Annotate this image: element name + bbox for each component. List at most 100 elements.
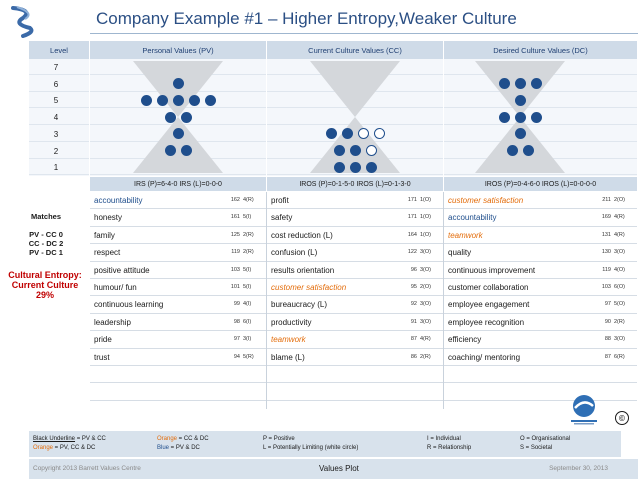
value-row: teamwork 131 4(R): [444, 227, 637, 245]
value-level-category: 4(R): [614, 231, 625, 238]
value-row: confusion (L) 122 3(O): [267, 244, 443, 262]
entropy-sublabel: Current Culture: [11, 280, 79, 290]
value-level-category: 6(I): [243, 318, 252, 325]
value-row: employee recognition 90 2(R): [444, 314, 637, 332]
value-name: results orientation: [271, 265, 335, 275]
match-pv-dc: PV - DC 1: [29, 248, 63, 257]
value-name: positive attitude: [94, 265, 150, 275]
value-level-category: 3(O): [420, 266, 431, 273]
value-row: blame (L) 86 2(R): [267, 349, 443, 366]
value-name: coaching/ mentoring: [448, 352, 521, 362]
value-row: coaching/ mentoring 87 6(R): [444, 349, 637, 366]
dc-value-dot: [498, 111, 510, 123]
pv-value-dot: [204, 94, 216, 106]
legend-orange-cc-dc: Orange = CC & DC: [157, 436, 209, 442]
value-votes: 103: [230, 266, 240, 273]
level-number: 6: [53, 79, 59, 89]
value-name: blame (L): [271, 352, 305, 362]
value-row: safety 171 1(O): [267, 209, 443, 227]
pv-hourglass: [133, 61, 223, 173]
value-level-category: 1(O): [420, 197, 431, 203]
value-row: [90, 383, 266, 401]
value-name: employee engagement: [448, 300, 530, 310]
value-row: customer satisfaction 95 2(O): [267, 279, 443, 297]
pv-value-dot: [172, 94, 184, 106]
value-votes: 87: [604, 353, 611, 360]
value-name: continuous learning: [94, 300, 164, 310]
cc-summary: IROS (P)=0-1-5-0 IROS (L)=0-1-3-0: [267, 177, 443, 191]
value-name: bureaucracy (L): [271, 300, 328, 310]
legend-societal: S = Societal: [520, 445, 553, 451]
value-row: employee engagement 97 5(O): [444, 296, 637, 314]
value-name: profit: [271, 196, 289, 205]
legend: Black Underline = PV & CC Orange = PV, C…: [29, 431, 621, 457]
value-votes: 130: [601, 249, 611, 256]
value-level-category: 3(I): [243, 336, 252, 343]
value-level-category: 2(O): [420, 283, 431, 290]
value-row: humour/ fun 101 5(I): [90, 279, 266, 297]
level-number: 3: [53, 129, 59, 139]
dc-summary: IROS (P)=0-4-6-0 IROS (L)=0-0-0-0: [444, 177, 637, 191]
dc-value-list: customer satisfaction 211 2(O) accountabili…: [444, 192, 637, 401]
entropy-value: 29%: [35, 290, 54, 300]
cc-value-dot-limiting: [357, 128, 369, 140]
value-name: efficiency: [448, 335, 482, 345]
value-level-category: 4(O): [614, 266, 625, 273]
match-pv-cc: PV - CC 0: [29, 230, 63, 239]
schulich-logo-icon: [571, 395, 597, 425]
value-level-category: 3(O): [614, 336, 625, 343]
value-row: respect 119 2(R): [90, 244, 266, 262]
list-separator: [443, 192, 444, 409]
value-name: safety: [271, 213, 293, 223]
pv-value-dot: [164, 145, 176, 156]
dc-value-dot: [530, 78, 542, 90]
value-row: accountability 169 4(R): [444, 209, 637, 227]
value-votes: 119: [602, 266, 611, 273]
dc-value-dot: [522, 145, 534, 156]
value-votes: 131: [601, 231, 611, 238]
value-row: [267, 366, 443, 384]
value-votes: 98: [233, 318, 240, 325]
level-number: 5: [53, 96, 59, 106]
value-votes: 88: [604, 336, 611, 343]
value-votes: 161: [230, 214, 240, 221]
value-level-category: 2(R): [420, 353, 431, 360]
value-votes: 97: [233, 336, 240, 343]
value-level-category: 6(R): [614, 353, 625, 360]
value-name: respect: [94, 248, 121, 258]
pv-value-dot: [172, 128, 184, 140]
value-row: continuous improvement 119 4(O): [444, 262, 637, 279]
dc-value-dot: [514, 78, 526, 90]
dc-value-dot: [514, 111, 526, 123]
value-level-category: 4(R): [614, 214, 625, 221]
value-name: quality: [448, 248, 472, 258]
plot-separator: [443, 59, 444, 176]
value-row: customer collaboration 103 6(O): [444, 279, 637, 297]
value-name: humour/ fun: [94, 282, 137, 292]
value-level-category: 2(O): [614, 197, 625, 203]
value-level-category: 5(O): [614, 301, 625, 308]
value-level-category: 2(R): [243, 249, 254, 256]
cc-value-list: profit 171 1(O) safety 171 1(O) cost reduction…: [267, 192, 443, 401]
value-row: [267, 383, 443, 401]
pv-value-dot: [164, 111, 176, 123]
value-votes: 169: [601, 214, 611, 221]
pv-value-dot: [156, 94, 168, 106]
legend-limiting: L = Potentially Limiting (white circle): [263, 445, 359, 451]
value-votes: 162: [230, 197, 240, 203]
value-votes: 97: [604, 301, 611, 308]
legend-relationship: R = Relationship: [427, 445, 472, 451]
value-level-category: 3(O): [614, 249, 625, 256]
value-votes: 171: [407, 197, 417, 203]
footer-title: Values Plot: [319, 464, 359, 473]
value-name: customer satisfaction: [271, 282, 347, 292]
value-row: honesty 161 5(I): [90, 209, 266, 227]
pv-summary: IRS (P)=6-4-0 IRS (L)=0-0-0: [90, 177, 266, 191]
value-votes: 91: [410, 318, 417, 325]
matches-label: Matches: [30, 212, 61, 221]
value-row: accountability 162 4(R): [90, 192, 266, 210]
value-level-category: 5(R): [243, 353, 254, 360]
value-votes: 96: [410, 266, 417, 273]
page-title: Company Example #1 – Higher Entropy,Weak…: [96, 9, 517, 28]
cc-value-dot: [325, 128, 337, 140]
